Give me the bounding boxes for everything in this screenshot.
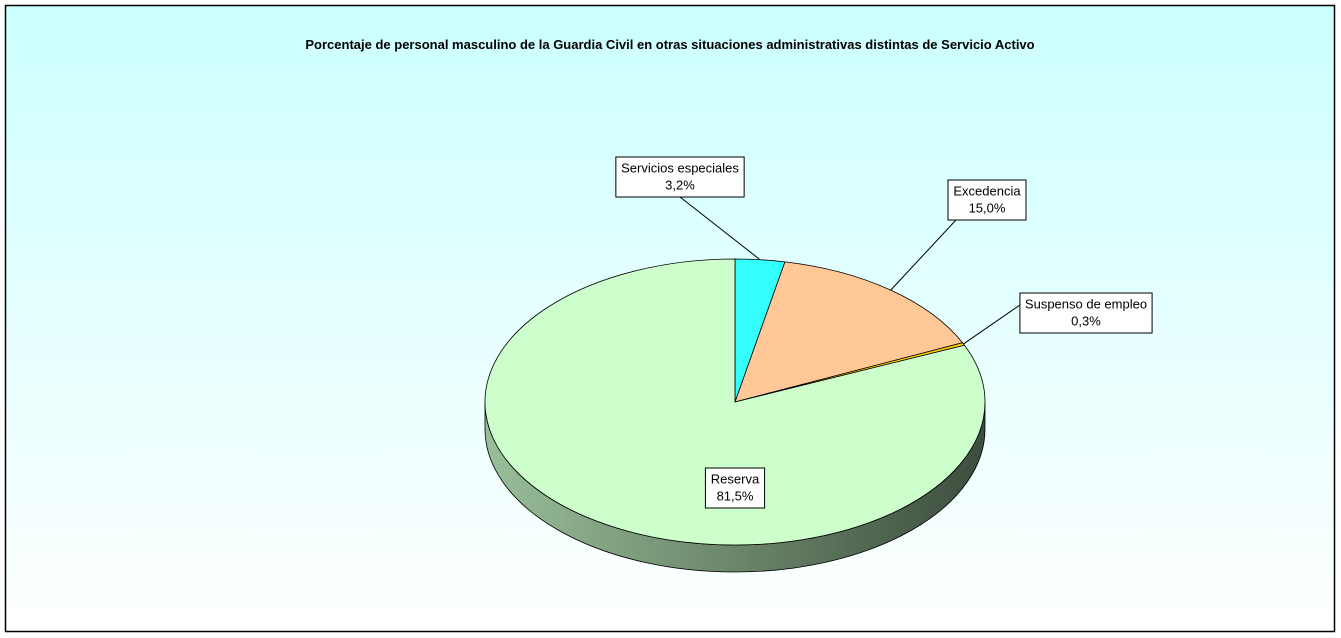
label-name: Suspenso de empleo <box>1025 296 1147 311</box>
label-name: Reserva <box>711 471 760 486</box>
label-box <box>1019 292 1153 334</box>
leader-line <box>963 304 1021 345</box>
label-name: Excedencia <box>953 183 1021 198</box>
data-label: Reserva 81,5% <box>704 467 766 509</box>
label-box <box>615 156 745 198</box>
label-box <box>704 467 766 509</box>
label-value: 15,0% <box>969 200 1006 215</box>
data-label: Servicios especiales 3,2% <box>615 156 745 198</box>
chart-title: Porcentaje de personal masculino de la G… <box>305 37 1035 52</box>
leader-line <box>890 219 957 291</box>
pie-slice <box>734 261 964 403</box>
data-label: Excedencia 15,0% <box>947 179 1027 221</box>
pie-slice <box>484 258 986 546</box>
label-box <box>947 179 1027 221</box>
label-value: 81,5% <box>717 488 754 503</box>
label-value: 0,3% <box>1071 313 1101 328</box>
label-name: Servicios especiales <box>621 160 739 175</box>
data-label: Suspenso de empleo 0,3% <box>1019 292 1153 334</box>
label-value: 3,2% <box>665 177 695 192</box>
leader-line <box>679 196 761 261</box>
